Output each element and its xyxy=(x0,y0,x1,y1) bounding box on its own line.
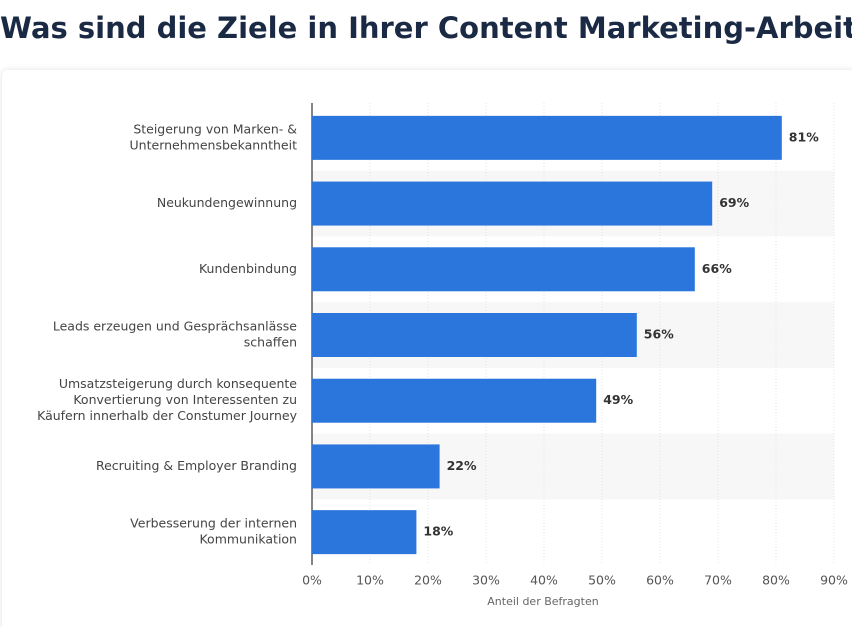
chart-title: Was sind die Ziele in Ihrer Content Mark… xyxy=(0,11,852,45)
y-tick-label: Kommunikation xyxy=(199,532,297,547)
x-tick-label: 70% xyxy=(704,573,732,588)
y-tick-label: Käufern innerhalb der Constumer Journey xyxy=(37,408,297,423)
y-tick-label: Steigerung von Marken- & xyxy=(133,121,297,136)
y-tick-label: Konvertierung von Interessenten zu xyxy=(73,392,297,407)
x-tick-label: 40% xyxy=(530,573,558,588)
x-tick-label: 0% xyxy=(302,573,322,588)
value-label: 66% xyxy=(702,261,732,276)
x-tick-label: 90% xyxy=(820,573,848,588)
bar xyxy=(312,247,695,292)
x-tick-label: 50% xyxy=(588,573,616,588)
y-tick-label: Kundenbindung xyxy=(199,261,297,276)
bar xyxy=(312,444,440,489)
bar xyxy=(312,313,637,357)
value-label: 22% xyxy=(447,458,477,473)
x-tick-label: 60% xyxy=(646,573,674,588)
y-tick-label: Neukundengewinnung xyxy=(157,195,297,210)
y-tick-label: Leads erzeugen und Gesprächsanlässe xyxy=(53,319,297,334)
y-tick-label: Umsatzsteigerung durch konsequente xyxy=(59,376,297,391)
y-tick-label: schaffen xyxy=(244,335,297,350)
value-label: 49% xyxy=(603,392,633,407)
value-label: 56% xyxy=(644,327,674,342)
x-axis-label: Anteil der Befragten xyxy=(487,595,598,608)
bar xyxy=(312,378,597,423)
y-tick-label: Unternehmensbekanntheit xyxy=(130,137,298,152)
x-tick-label: 20% xyxy=(414,573,442,588)
bar xyxy=(312,510,417,555)
value-label: 81% xyxy=(789,129,819,144)
y-tick-label: Verbesserung der internen xyxy=(130,516,297,531)
x-tick-label: 80% xyxy=(762,573,790,588)
value-label: 69% xyxy=(719,195,749,210)
value-label: 18% xyxy=(423,524,453,539)
x-tick-label: 30% xyxy=(472,573,500,588)
x-tick-label: 10% xyxy=(356,573,384,588)
bar xyxy=(312,115,782,160)
bar xyxy=(312,181,713,226)
y-tick-label: Recruiting & Employer Branding xyxy=(96,458,297,473)
